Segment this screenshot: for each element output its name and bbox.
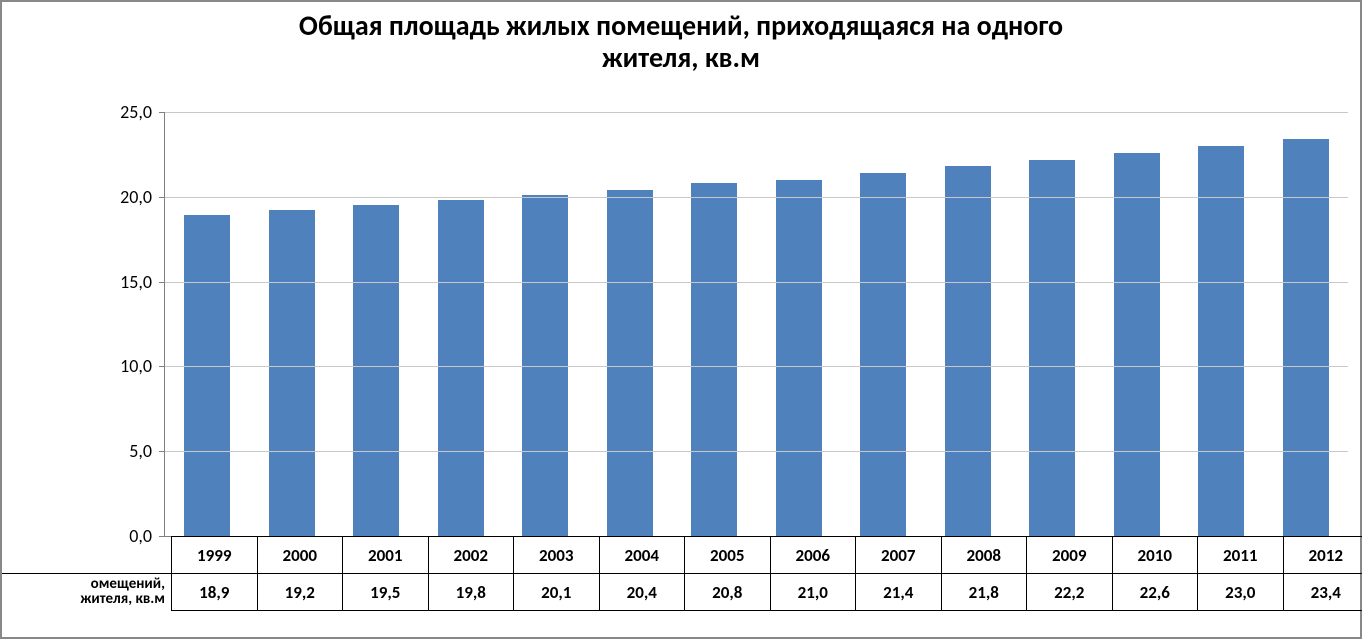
bar — [1029, 160, 1075, 537]
value-cell: 20,1 — [514, 574, 600, 611]
year-cell: 2002 — [428, 537, 514, 574]
year-cell: 2000 — [257, 537, 343, 574]
year-cell: 2009 — [1027, 537, 1113, 574]
value-cell: 19,8 — [428, 574, 514, 611]
year-cell: 2004 — [599, 537, 685, 574]
year-cell: 2003 — [514, 537, 600, 574]
value-cell: 20,8 — [685, 574, 771, 611]
year-cell: 2006 — [770, 537, 856, 574]
table-row2-label: омещений,жителя, кв.м — [3, 574, 172, 611]
year-cell: 2005 — [685, 537, 771, 574]
value-cell: 22,6 — [1112, 574, 1198, 611]
year-cell: 1999 — [172, 537, 258, 574]
y-tick-label: 5,0 — [129, 440, 152, 462]
table-row-years: 1999200020012002200320042005200620072008… — [3, 537, 1362, 574]
year-cell: 2012 — [1283, 537, 1362, 574]
value-cell: 19,5 — [343, 574, 429, 611]
plot-area — [164, 112, 1348, 537]
bar — [945, 166, 991, 536]
bar — [438, 200, 484, 536]
value-cell: 19,2 — [257, 574, 343, 611]
bar — [353, 205, 399, 536]
bars-layer — [165, 112, 1348, 536]
y-tick-label: 20,0 — [120, 186, 152, 208]
value-cell: 20,4 — [599, 574, 685, 611]
value-cell: 23,4 — [1283, 574, 1362, 611]
value-cell: 18,9 — [172, 574, 258, 611]
bar — [607, 190, 653, 536]
bar — [1114, 153, 1160, 536]
bar — [269, 210, 315, 536]
y-tick-label: 15,0 — [120, 271, 152, 293]
y-axis-labels: 0,05,010,015,020,025,0 — [2, 112, 162, 536]
y-tick-label: 25,0 — [120, 101, 152, 123]
chart-frame: { "chart": { "type": "bar", "title": "Об… — [0, 0, 1362, 639]
value-cell: 21,4 — [856, 574, 942, 611]
gridline — [165, 451, 1348, 452]
year-cell: 2011 — [1198, 537, 1284, 574]
table-row1-label — [3, 537, 172, 574]
value-cell: 21,0 — [770, 574, 856, 611]
value-cell: 22,2 — [1027, 574, 1113, 611]
bar — [1283, 139, 1329, 536]
gridline — [165, 112, 1348, 113]
gridline — [165, 282, 1348, 283]
plot-wrap: 0,05,010,015,020,025,0 — [2, 112, 1360, 536]
bar — [860, 173, 906, 536]
data-table: 1999200020012002200320042005200620072008… — [2, 536, 1362, 611]
value-cell: 23,0 — [1198, 574, 1284, 611]
y-tick — [159, 451, 165, 452]
chart-title: Общая площадь жилых помещений, приходяща… — [2, 10, 1360, 74]
bar — [776, 180, 822, 536]
bar — [184, 215, 230, 536]
year-cell: 2007 — [856, 537, 942, 574]
gridline — [165, 366, 1348, 367]
year-cell: 2008 — [941, 537, 1027, 574]
y-tick — [159, 112, 165, 113]
y-tick — [159, 197, 165, 198]
bar — [1198, 146, 1244, 536]
table-row-values: омещений,жителя, кв.м 18,919,219,519,820… — [3, 574, 1362, 611]
year-cell: 2001 — [343, 537, 429, 574]
y-tick-label: 10,0 — [120, 355, 152, 377]
bar — [691, 183, 737, 536]
gridline — [165, 197, 1348, 198]
value-cell: 21,8 — [941, 574, 1027, 611]
y-tick — [159, 366, 165, 367]
y-tick — [159, 282, 165, 283]
year-cell: 2010 — [1112, 537, 1198, 574]
